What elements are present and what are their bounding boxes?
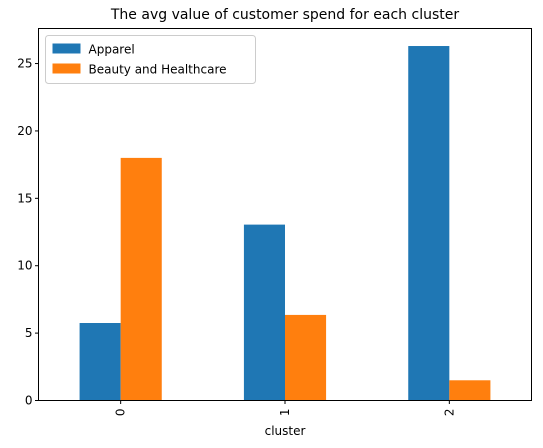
bar-apparel-cluster-2: [408, 46, 450, 401]
y-tick-label: 10: [17, 259, 32, 273]
y-tick-label: 20: [17, 124, 32, 138]
legend-swatch: [52, 43, 81, 54]
x-tick-label: 2: [442, 409, 456, 417]
bar-apparel-cluster-1: [243, 224, 285, 401]
bars-group: [79, 46, 491, 401]
legend-label: Apparel: [89, 43, 135, 57]
y-tick-label: 25: [17, 57, 32, 71]
legend-label: Beauty and Healthcare: [89, 63, 227, 77]
x-tick-label: 1: [278, 409, 292, 417]
bar-beauty-and-healthcare-cluster-0: [120, 157, 162, 401]
y-axis: 0 5 10 15 20 25: [17, 57, 39, 408]
bar-apparel-cluster-0: [79, 323, 121, 401]
y-tick-label: 0: [25, 394, 33, 408]
x-tick-label: 0: [114, 409, 128, 417]
chart-title: The avg value of customer spend for each…: [110, 7, 459, 23]
bar-beauty-and-healthcare-cluster-2: [449, 380, 491, 401]
x-axis-label: cluster: [265, 424, 306, 438]
bar-beauty-and-healthcare-cluster-1: [285, 314, 327, 401]
y-tick-label: 5: [25, 326, 33, 340]
y-tick-label: 15: [17, 191, 32, 205]
x-axis: 0 1 2: [114, 400, 456, 417]
legend: Apparel Beauty and Healthcare: [45, 35, 256, 84]
legend-swatch: [52, 63, 81, 74]
legend-box: [45, 35, 256, 84]
